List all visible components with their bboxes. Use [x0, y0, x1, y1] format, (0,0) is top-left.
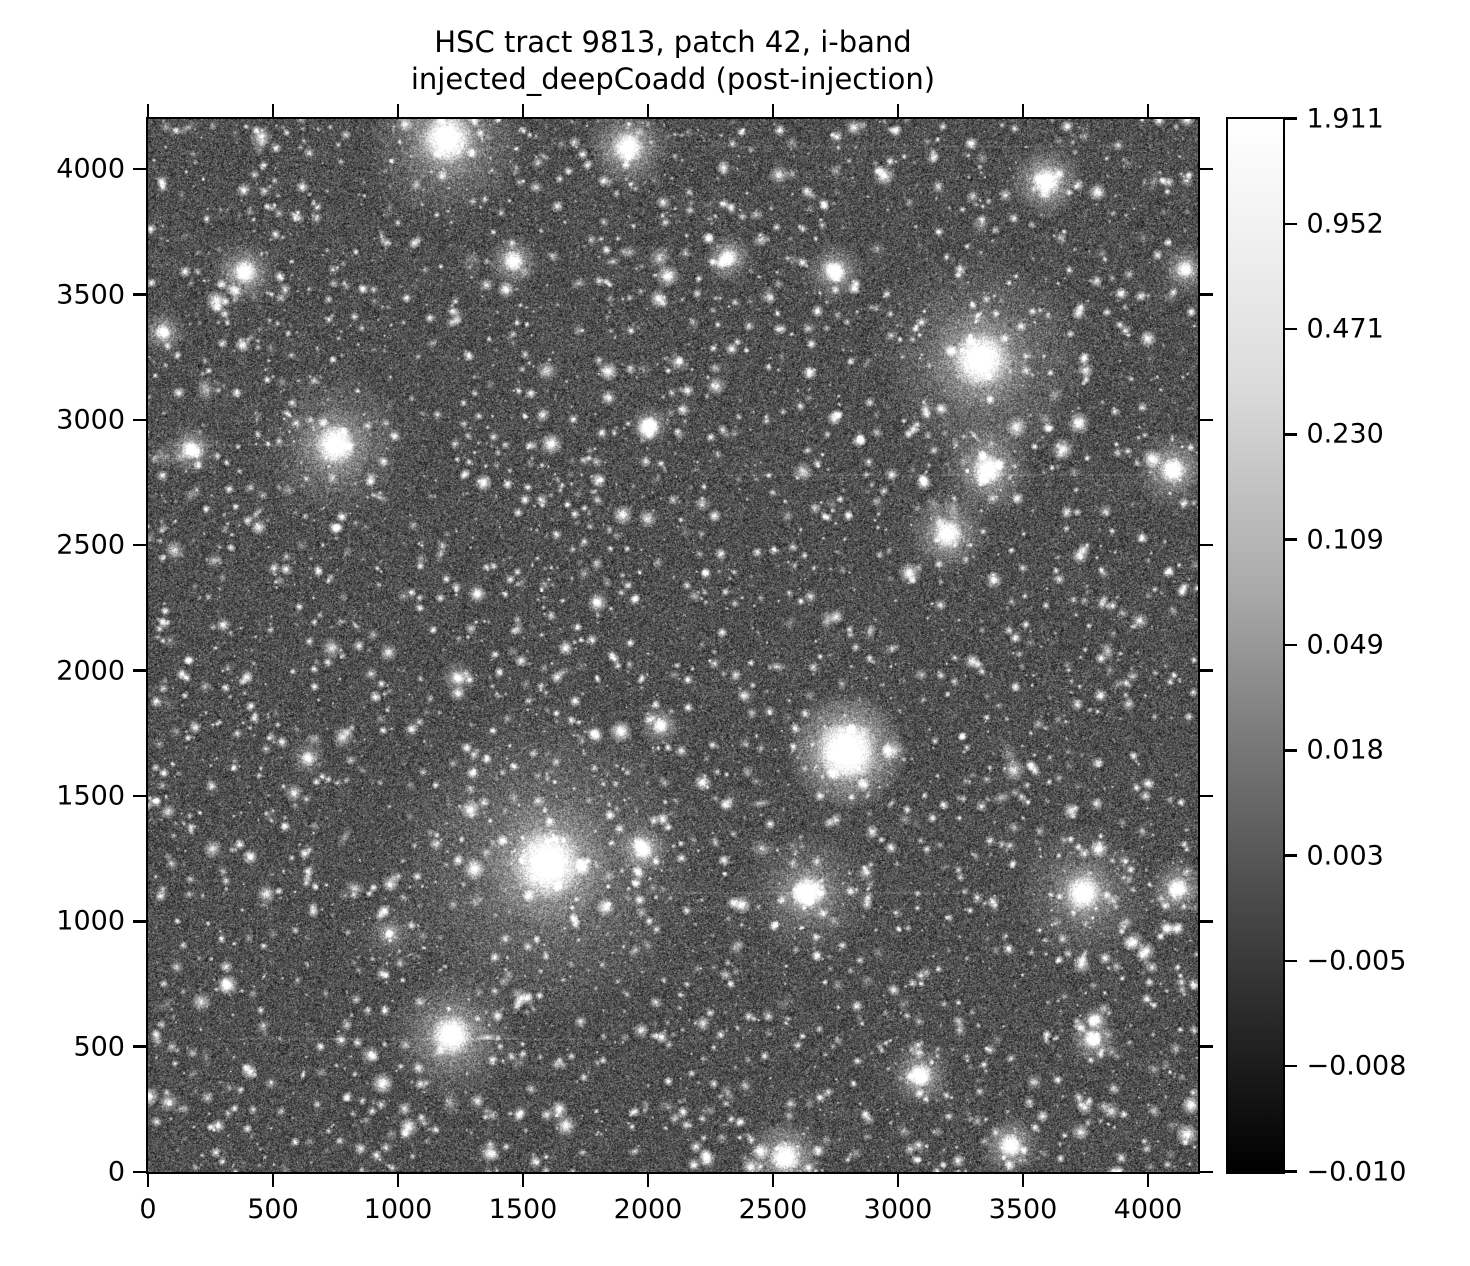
y-tick-label-2000: 2000: [56, 655, 125, 687]
colorbar-tick: [1284, 643, 1297, 647]
x-tick-bottom: [896, 1174, 900, 1187]
x-tick-bottom: [1146, 1174, 1150, 1187]
colorbar-tick: [1284, 327, 1297, 331]
x-tick-label-1500: 1500: [488, 1194, 558, 1225]
x-tick-label-2500: 2500: [738, 1194, 808, 1225]
x-tick-top: [646, 104, 650, 117]
x-tick-label-0: 0: [139, 1194, 157, 1225]
colorbar-tick-label-0.049: 0.049: [1306, 629, 1384, 661]
colorbar-tick: [1284, 959, 1297, 963]
x-tick-top: [1146, 104, 1150, 117]
colorbar: [1225, 116, 1285, 1174]
y-tick-label-500: 500: [73, 1031, 125, 1063]
y-tick-label-0: 0: [107, 1156, 125, 1188]
y-tick-left: [133, 293, 146, 296]
y-tick-left: [133, 418, 146, 422]
colorbar-tick: [1284, 222, 1297, 226]
x-tick-bottom: [1021, 1174, 1025, 1187]
x-tick-top: [1021, 104, 1025, 117]
x-tick-top: [771, 104, 775, 117]
y-tick-label-1000: 1000: [56, 905, 125, 937]
colorbar-tick: [1284, 433, 1297, 436]
colorbar-tick: [1284, 854, 1297, 857]
y-tick-right: [1200, 167, 1213, 171]
colorbar-tick: [1284, 749, 1297, 752]
y-tick-label-4000: 4000: [56, 153, 125, 185]
colorbar-tick: [1284, 1064, 1297, 1068]
colorbar-tick-label-0.018: 0.018: [1306, 734, 1384, 766]
colorbar-tick-label-0.471: 0.471: [1306, 313, 1384, 345]
x-tick-bottom: [396, 1174, 400, 1187]
x-tick-label-2000: 2000: [613, 1194, 683, 1225]
colorbar-tick-label-−0.008: −0.008: [1306, 1050, 1407, 1082]
colorbar-tick: [1284, 1170, 1297, 1173]
y-tick-right: [1200, 669, 1213, 672]
y-tick-right: [1200, 543, 1213, 547]
x-tick-label-3500: 3500: [988, 1194, 1058, 1225]
colorbar-tick-label-0.003: 0.003: [1306, 840, 1384, 872]
y-tick-right: [1200, 794, 1213, 798]
y-tick-label-3500: 3500: [56, 279, 125, 310]
x-tick-top: [271, 104, 275, 117]
x-tick-bottom: [146, 1174, 150, 1187]
y-tick-left: [133, 1170, 146, 1174]
x-tick-top: [396, 104, 400, 117]
colorbar-tick: [1284, 117, 1297, 120]
y-tick-right: [1200, 418, 1213, 422]
x-tick-label-500: 500: [247, 1194, 299, 1225]
image-axes: [145, 116, 1200, 1174]
y-tick-right: [1200, 293, 1213, 296]
colorbar-tick-label-−0.010: −0.010: [1306, 1156, 1407, 1187]
x-tick-top: [896, 104, 900, 117]
colorbar-tick-label-1.911: 1.911: [1306, 103, 1384, 134]
colorbar-tick-label-−0.005: −0.005: [1306, 945, 1407, 977]
y-tick-left: [133, 669, 146, 672]
x-tick-label-1000: 1000: [363, 1194, 433, 1225]
x-tick-label-3000: 3000: [863, 1194, 933, 1225]
colorbar-tick-label-0.109: 0.109: [1306, 524, 1384, 556]
x-tick-bottom: [521, 1174, 525, 1187]
y-tick-label-3000: 3000: [56, 404, 125, 436]
title-line-2: injected_deepCoadd (post-injection): [410, 62, 936, 96]
figure-title: HSC tract 9813, patch 42, i-band injecte…: [148, 24, 1198, 98]
title-line-1: HSC tract 9813, patch 42, i-band: [434, 25, 912, 59]
y-tick-left: [133, 920, 146, 923]
y-tick-left: [133, 794, 146, 798]
x-tick-bottom: [271, 1174, 275, 1187]
x-tick-top: [521, 104, 525, 117]
y-tick-label-2500: 2500: [56, 529, 125, 561]
x-tick-top: [146, 104, 150, 117]
x-tick-bottom: [646, 1174, 650, 1187]
sky-image-canvas: [147, 118, 1198, 1172]
y-tick-right: [1200, 920, 1213, 923]
y-tick-label-1500: 1500: [56, 780, 125, 812]
y-tick-left: [133, 167, 146, 171]
colorbar-tick-label-0.952: 0.952: [1306, 208, 1384, 240]
y-tick-left: [133, 543, 146, 547]
x-tick-label-4000: 4000: [1113, 1194, 1183, 1225]
y-tick-right: [1200, 1045, 1213, 1048]
colorbar-tick: [1284, 538, 1297, 541]
x-tick-bottom: [771, 1174, 775, 1187]
y-tick-right: [1200, 1170, 1213, 1174]
y-tick-left: [133, 1045, 146, 1048]
colorbar-tick-label-0.230: 0.230: [1306, 418, 1384, 450]
